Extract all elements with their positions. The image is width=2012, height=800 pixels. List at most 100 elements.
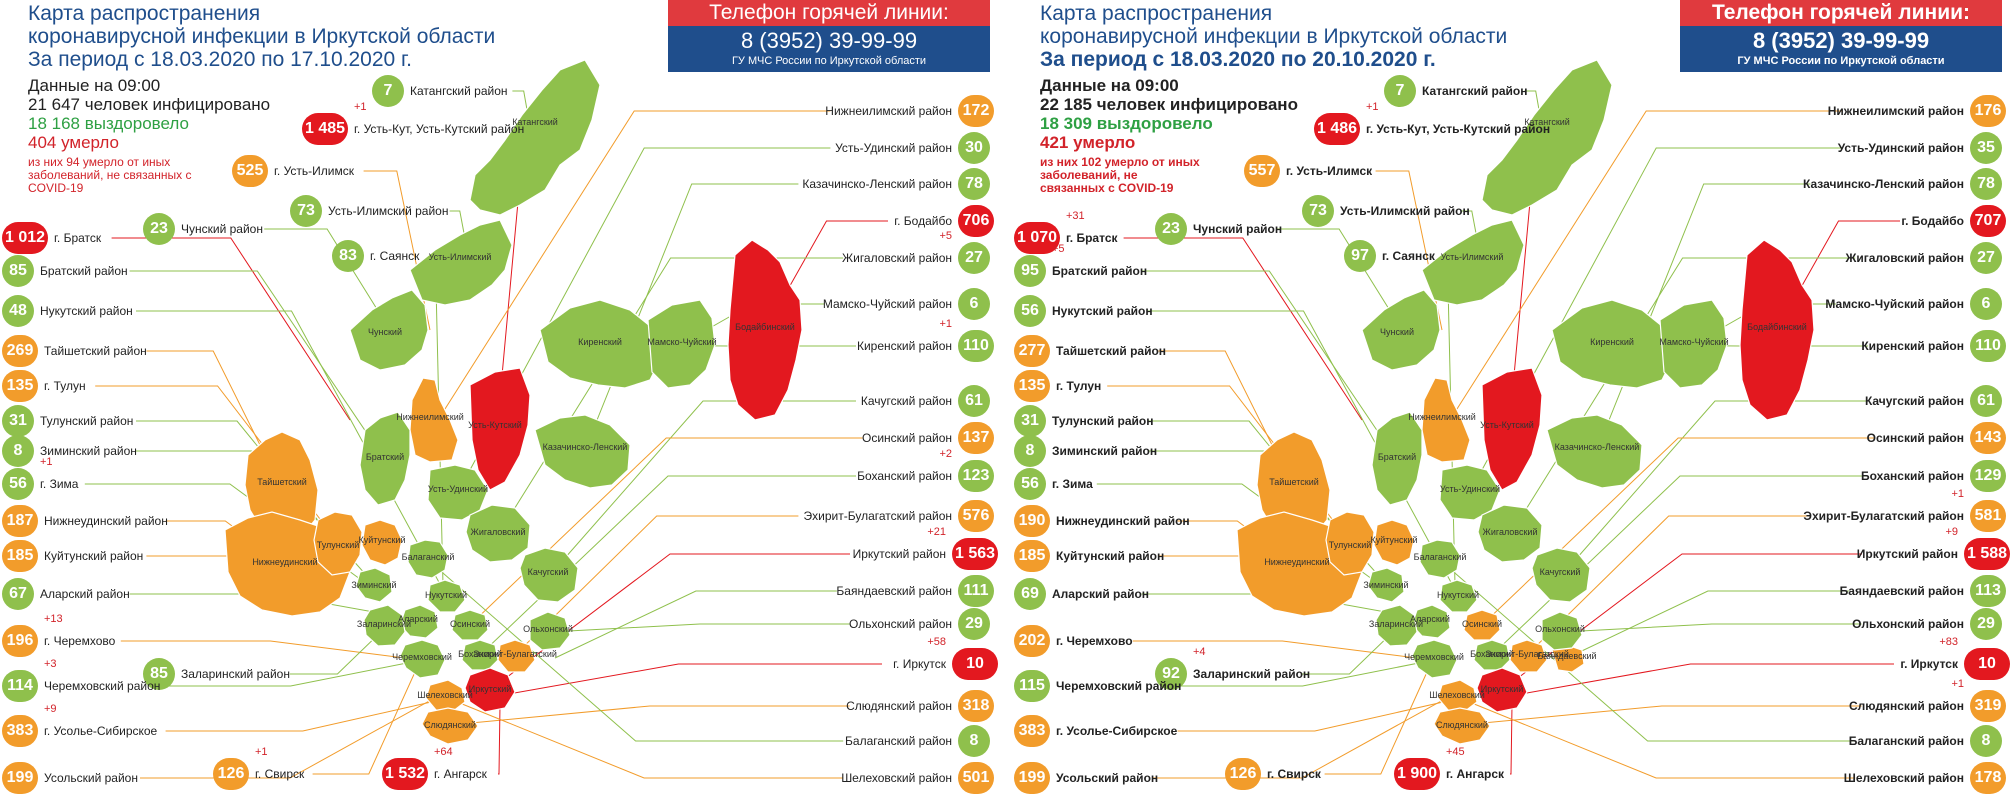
region-olkhonsky bbox=[1541, 611, 1583, 651]
callout-label: Аларский район bbox=[1052, 587, 1150, 601]
case-count-badge: 78 bbox=[958, 168, 990, 200]
callout-label: Осинский район bbox=[1866, 431, 1964, 445]
stats-heading: Данные на 09:00 bbox=[28, 76, 161, 95]
case-count-badge: 576 bbox=[958, 500, 994, 532]
case-count-badge: 126 bbox=[1225, 758, 1261, 790]
case-count-badge: 85 bbox=[143, 658, 175, 690]
case-count-badge: 319 bbox=[1970, 690, 2006, 722]
case-count-badge: 199 bbox=[2, 762, 38, 794]
callout-label: Эхирит-Булагатский район bbox=[1803, 509, 1964, 523]
callout-label: Ольхонский район bbox=[1852, 617, 1964, 631]
region-label-5: Усть-Кутский bbox=[468, 420, 522, 430]
callout-label: г. Усолье-Сибирское bbox=[44, 724, 158, 738]
region-label-26: Эхирит-Булагатский bbox=[1485, 649, 1569, 659]
region-label-28: Иркутский bbox=[469, 684, 512, 694]
region-label-15: Куйтунский bbox=[1371, 535, 1418, 545]
leader-line bbox=[444, 696, 844, 779]
callout-label: Нижнеудинский район bbox=[1056, 514, 1190, 528]
callout-мамско-чуйский-район: Мамско-Чуйский район 6 bbox=[1672, 288, 2002, 320]
callout-балаганский-район: Балаганский район 8 bbox=[1672, 725, 2002, 757]
leader-line bbox=[514, 515, 799, 656]
region-balagansky bbox=[1419, 539, 1461, 579]
case-count-badge: 199 bbox=[1014, 762, 1050, 794]
region-katangsky bbox=[1481, 59, 1613, 216]
case-count-badge: 97 bbox=[1344, 240, 1376, 272]
callout-label: Братский район bbox=[1052, 264, 1148, 278]
case-count-badge: 202 bbox=[1014, 625, 1050, 657]
stats-note: из них 94 умерло от иных заболеваний, не… bbox=[28, 155, 192, 195]
region-cheremkhovsky bbox=[1411, 639, 1458, 679]
leader-line bbox=[140, 694, 441, 779]
region-zalarinsky bbox=[363, 604, 406, 647]
case-count-badge: 78 bbox=[1970, 168, 2002, 200]
title-line-2: коронавирусной инфекции в Иркутской обла… bbox=[28, 25, 496, 48]
case-count-badge: 8 bbox=[958, 725, 990, 757]
callout-г-бодайбо: г. Бодайбо 707 bbox=[1676, 205, 2006, 237]
case-count-badge: 8 bbox=[1970, 725, 2002, 757]
region-bratsky bbox=[359, 411, 411, 506]
case-count-badge: 73 bbox=[290, 195, 322, 227]
leader-line bbox=[474, 663, 882, 701]
callout-качугский-район: Качугский район 61 bbox=[660, 385, 990, 417]
callout-label: Нукутский район bbox=[1052, 304, 1153, 318]
leader-line bbox=[549, 623, 850, 633]
stats-block: Данные на 09:00 22 185 человек инфициров… bbox=[1040, 76, 1298, 195]
region-label-24: Заларинский bbox=[357, 619, 411, 629]
callout-label: Куйтунский район bbox=[44, 549, 144, 563]
region-label-22: Аларский bbox=[1410, 614, 1450, 624]
region-label-12: Усть-Удинский bbox=[428, 484, 488, 494]
case-count-badge: 114 bbox=[2, 670, 38, 702]
callout-label: Киренский район bbox=[856, 339, 952, 353]
hotline-box: Телефон горячей линии: 8 (3952) 39-99-99… bbox=[1680, 0, 2002, 72]
case-count-badge: 61 bbox=[1970, 385, 2002, 417]
case-count-badge: 706 bbox=[958, 205, 994, 237]
callout-слюдянский-район: Слюдянский район 318 bbox=[664, 690, 994, 722]
map-title: Карта распространения коронавирусной инф… bbox=[28, 2, 496, 71]
region-label-14: Тулунский bbox=[317, 540, 360, 550]
region-tulunsky bbox=[313, 511, 363, 576]
callout-label: Шелеховский район bbox=[841, 771, 952, 785]
region-tulunsky bbox=[1325, 511, 1375, 576]
case-count-badge: 29 bbox=[1970, 608, 2002, 640]
case-count-badge: 383 bbox=[1014, 715, 1050, 747]
callout-мамско-чуйский-район: Мамско-Чуйский район 6 bbox=[660, 288, 990, 320]
callout-label: Куйтунский район bbox=[1056, 549, 1165, 563]
leader-line bbox=[549, 400, 856, 576]
region-label-30: Слюдянский bbox=[1436, 720, 1488, 730]
region-label-9: Тайшетский bbox=[257, 477, 307, 487]
callout-label: Балаганский район bbox=[1848, 734, 1964, 748]
case-count-badge: 135 bbox=[2, 370, 38, 402]
callout-label: г. Иркутск bbox=[893, 657, 946, 671]
case-count-badge: 10 465 bbox=[1964, 648, 2010, 704]
region-label-1: Катангский bbox=[512, 117, 558, 127]
callout-казачинско-ленский-район: Казачинско-Ленский район 78 bbox=[660, 168, 990, 200]
title-line-1: Карта распространения bbox=[28, 2, 261, 25]
stats-infected: 22 185 человек инфицировано bbox=[1040, 95, 1298, 114]
daily-increase: +5 bbox=[1052, 243, 1065, 255]
callout-label: Мамско-Чуйский район bbox=[1825, 297, 1964, 311]
region-bodaybinsky bbox=[1739, 239, 1815, 421]
region-ziminsky bbox=[1367, 567, 1405, 603]
leader-line bbox=[1561, 623, 1862, 633]
hotline-label: Телефон горячей линии: bbox=[1680, 0, 2002, 26]
leader-line bbox=[159, 659, 423, 687]
region-label-30: Слюдянский bbox=[424, 720, 476, 730]
case-count-badge: 185 bbox=[2, 540, 38, 572]
daily-increase: +21 bbox=[927, 526, 946, 538]
callout-label: г. Тулун bbox=[1056, 379, 1102, 393]
daily-increase: +1 bbox=[40, 456, 53, 468]
callout-label: Балаганский район bbox=[845, 734, 952, 748]
region-olkhonsky bbox=[529, 611, 571, 651]
callout-label: Качугский район bbox=[1864, 394, 1964, 408]
leader-line bbox=[1439, 559, 1856, 742]
case-count-badge: 1 563 bbox=[952, 538, 998, 570]
case-count-badge: 48 bbox=[2, 295, 34, 327]
region-kachugsky bbox=[1531, 547, 1591, 603]
stats-note: из них 102 умерло от иных заболеваний, н… bbox=[1040, 155, 1200, 195]
callout-label: Братский район bbox=[40, 264, 128, 278]
region-ziminsky bbox=[355, 567, 393, 603]
case-count-badge: 35 bbox=[1970, 132, 2002, 164]
region-label-13: Нижнеудинский bbox=[252, 557, 317, 567]
case-count-badge: 1 588 bbox=[1964, 538, 2010, 570]
callout-ольхонский-район: Ольхонский район 29 bbox=[1672, 608, 2002, 640]
